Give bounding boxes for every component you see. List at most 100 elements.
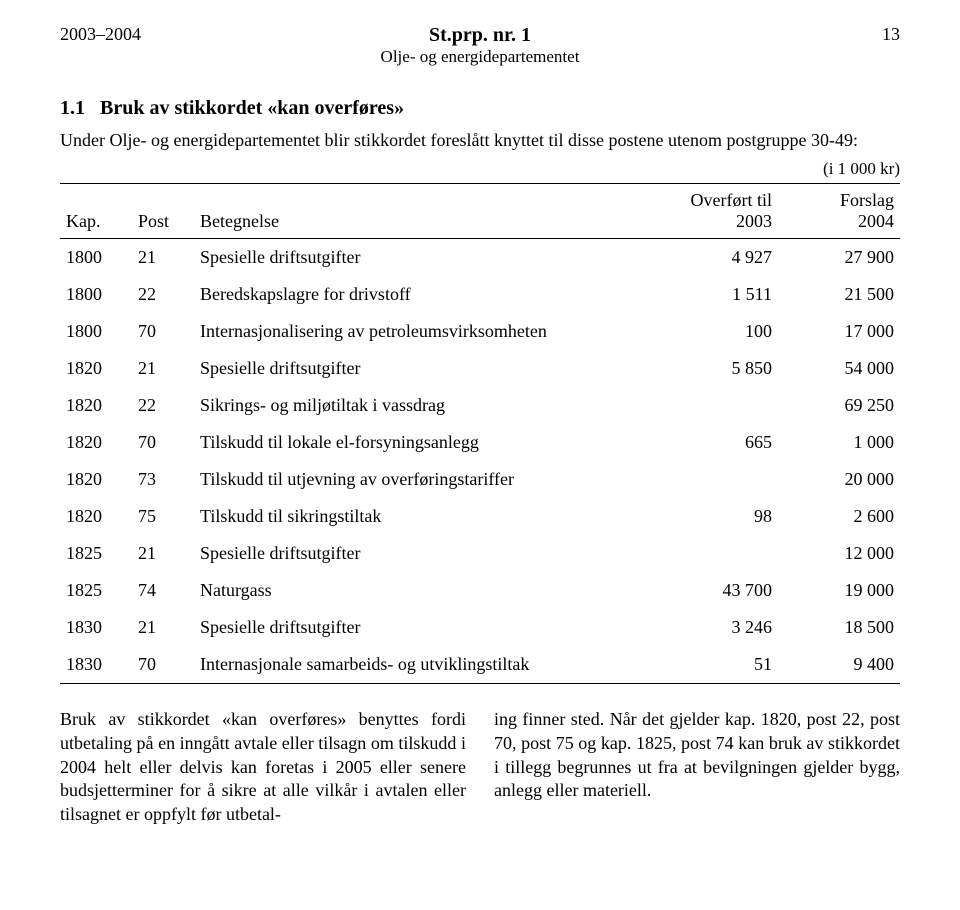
table-row: 1830 21 Spesielle driftsutgifter 3 246 1… [60,609,900,646]
table-unit-label: (i 1 000 kr) [60,159,900,179]
table-row: 1820 21 Spesielle driftsutgifter 5 850 5… [60,350,900,387]
body-left-paragraph: Bruk av stikkordet «kan overføres» benyt… [60,708,466,827]
col-forslag-line2: 2004 [784,211,894,232]
cell-overfort: 100 [646,313,778,350]
body-right-paragraph: ing finner sted. Når det gjelder kap. 18… [494,708,900,803]
cell-betegnelse: Internasjonalisering av petroleumsvirkso… [194,313,646,350]
cell-forslag: 1 000 [778,424,900,461]
cell-overfort [646,461,778,498]
col-forslag-line1: Forslag [784,190,894,211]
cell-betegnelse: Tilskudd til lokale el-forsyningsanlegg [194,424,646,461]
cell-post: 22 [132,387,194,424]
cell-betegnelse: Tilskudd til utjevning av overføringstar… [194,461,646,498]
section-heading: 1.1 Bruk av stikkordet «kan overføres» [60,97,900,120]
table-row: 1825 21 Spesielle driftsutgifter 12 000 [60,535,900,572]
col-post: Post [132,186,194,239]
cell-betegnelse: Internasjonale samarbeids- og utviklings… [194,646,646,684]
cell-post: 70 [132,313,194,350]
col-overfort-line1: Overført til [652,190,772,211]
cell-betegnelse: Spesielle driftsutgifter [194,535,646,572]
cell-forslag: 19 000 [778,572,900,609]
header-doc-title: St.prp. nr. 1 [429,24,531,47]
cell-overfort: 4 927 [646,239,778,277]
col-overfort: Overført til 2003 [646,186,778,239]
table-row: 1820 73 Tilskudd til utjevning av overfø… [60,461,900,498]
cell-overfort: 51 [646,646,778,684]
cell-post: 21 [132,239,194,277]
cell-betegnelse: Naturgass [194,572,646,609]
cell-kap: 1820 [60,498,132,535]
cell-overfort: 3 246 [646,609,778,646]
header-page-number: 13 [882,24,900,45]
cell-overfort [646,535,778,572]
cell-betegnelse: Sikrings- og miljøtiltak i vassdrag [194,387,646,424]
cell-post: 22 [132,276,194,313]
cell-betegnelse: Beredskapslagre for drivstoff [194,276,646,313]
cell-post: 75 [132,498,194,535]
cell-forslag: 21 500 [778,276,900,313]
cell-forslag: 12 000 [778,535,900,572]
cell-overfort: 1 511 [646,276,778,313]
cell-forslag: 27 900 [778,239,900,277]
table-header-row: Kap. Post Betegnelse Overført til 2003 F… [60,186,900,239]
cell-kap: 1825 [60,535,132,572]
col-betegnelse: Betegnelse [194,186,646,239]
cell-kap: 1820 [60,461,132,498]
table-row: 1820 70 Tilskudd til lokale el-forsyning… [60,424,900,461]
section-number: 1.1 [60,97,85,119]
cell-post: 73 [132,461,194,498]
cell-forslag: 17 000 [778,313,900,350]
cell-betegnelse: Spesielle driftsutgifter [194,609,646,646]
cell-kap: 1825 [60,572,132,609]
table-row: 1825 74 Naturgass 43 700 19 000 [60,572,900,609]
cell-kap: 1830 [60,609,132,646]
cell-overfort: 98 [646,498,778,535]
cell-post: 21 [132,350,194,387]
cell-overfort: 665 [646,424,778,461]
intro-paragraph: Under Olje- og energidepartementet blir … [60,130,900,151]
budget-table: Kap. Post Betegnelse Overført til 2003 F… [60,186,900,684]
col-kap: Kap. [60,186,132,239]
cell-post: 21 [132,535,194,572]
cell-kap: 1820 [60,424,132,461]
section-title-text: Bruk av stikkordet «kan overføres» [100,97,404,119]
col-forslag: Forslag 2004 [778,186,900,239]
page-header: 2003–2004 St.prp. nr. 1 13 Olje- og ener… [60,24,900,67]
cell-kap: 1800 [60,276,132,313]
cell-kap: 1800 [60,313,132,350]
cell-kap: 1830 [60,646,132,684]
cell-overfort [646,387,778,424]
table-row: 1820 75 Tilskudd til sikringstiltak 98 2… [60,498,900,535]
cell-kap: 1820 [60,350,132,387]
header-year-range: 2003–2004 [60,24,141,45]
body-text-columns: Bruk av stikkordet «kan overføres» benyt… [60,708,900,827]
cell-overfort: 5 850 [646,350,778,387]
cell-kap: 1800 [60,239,132,277]
header-subtitle: Olje- og energidepartementet [60,47,900,67]
cell-betegnelse: Tilskudd til sikringstiltak [194,498,646,535]
table-row: 1800 22 Beredskapslagre for drivstoff 1 … [60,276,900,313]
cell-forslag: 54 000 [778,350,900,387]
table-row: 1800 21 Spesielle driftsutgifter 4 927 2… [60,239,900,277]
table-row: 1800 70 Internasjonalisering av petroleu… [60,313,900,350]
cell-forslag: 18 500 [778,609,900,646]
cell-betegnelse: Spesielle driftsutgifter [194,239,646,277]
cell-betegnelse: Spesielle driftsutgifter [194,350,646,387]
body-right-column: ing finner sted. Når det gjelder kap. 18… [494,708,900,827]
table-body: 1800 21 Spesielle driftsutgifter 4 927 2… [60,239,900,684]
cell-post: 74 [132,572,194,609]
table-top-rule [60,183,900,184]
cell-forslag: 9 400 [778,646,900,684]
cell-post: 21 [132,609,194,646]
cell-post: 70 [132,646,194,684]
cell-forslag: 2 600 [778,498,900,535]
body-left-column: Bruk av stikkordet «kan overføres» benyt… [60,708,466,827]
cell-overfort: 43 700 [646,572,778,609]
cell-kap: 1820 [60,387,132,424]
cell-forslag: 20 000 [778,461,900,498]
cell-forslag: 69 250 [778,387,900,424]
table-row: 1820 22 Sikrings- og miljøtiltak i vassd… [60,387,900,424]
cell-post: 70 [132,424,194,461]
col-overfort-line2: 2003 [652,211,772,232]
table-row: 1830 70 Internasjonale samarbeids- og ut… [60,646,900,684]
